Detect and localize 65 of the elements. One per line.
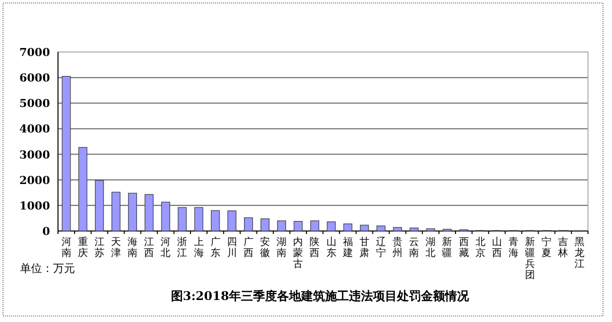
text: 单位：万元 bbox=[20, 262, 75, 275]
x-tick-label: 海南 bbox=[128, 236, 138, 259]
bar bbox=[310, 220, 320, 232]
x-tick-label: 四川 bbox=[226, 237, 237, 259]
x-tick-label: 黑龙江 bbox=[574, 237, 585, 270]
x-tick-label: 河北 bbox=[160, 236, 171, 259]
x-tick-label: 山东 bbox=[326, 236, 336, 259]
x-tick-label: 天津 bbox=[110, 237, 121, 259]
bar bbox=[277, 220, 286, 232]
x-tick-label: 江西 bbox=[144, 236, 154, 259]
text: 图3:2018年三季度各地建筑施工违法项目处罚金额情况 bbox=[170, 289, 470, 303]
x-tick-label: 新疆 bbox=[442, 236, 452, 259]
bar bbox=[178, 207, 187, 232]
bar bbox=[144, 194, 154, 232]
x-tick-label: 湖北 bbox=[426, 236, 436, 259]
bar bbox=[94, 180, 104, 232]
bar bbox=[112, 192, 120, 232]
bar bbox=[128, 192, 137, 232]
bar bbox=[294, 220, 303, 232]
bar bbox=[62, 76, 71, 232]
x-tick-label: 上海 bbox=[194, 236, 204, 259]
bar bbox=[426, 228, 436, 232]
x-tick-label: 河南 bbox=[61, 236, 72, 259]
bar bbox=[244, 217, 253, 232]
y-tick-label: 0 bbox=[42, 225, 50, 238]
x-tick-label: 辽宁 bbox=[376, 236, 386, 259]
bar bbox=[326, 221, 336, 232]
y-tick-label: 6000 bbox=[19, 72, 50, 85]
y-tick-label: 5000 bbox=[19, 97, 50, 110]
y-tick-label: 4000 bbox=[19, 122, 50, 136]
x-tick-label: 湖南 bbox=[276, 236, 287, 259]
x-tick-label: 广东 bbox=[210, 236, 220, 259]
x-tick-label: 北京 bbox=[475, 236, 486, 259]
x-tick-label: 贵州 bbox=[392, 236, 403, 259]
x-tick-label: 山西 bbox=[492, 236, 502, 259]
bar bbox=[343, 224, 352, 232]
x-tick-label: 内蒙古 bbox=[293, 236, 304, 270]
x-tick-label: 陕西 bbox=[310, 236, 320, 259]
bar bbox=[410, 228, 419, 232]
x-tick-label: 江苏 bbox=[94, 236, 104, 259]
y-tick-label: 1000 bbox=[19, 199, 50, 212]
bar bbox=[360, 224, 369, 232]
bar bbox=[161, 202, 170, 232]
bar bbox=[393, 227, 402, 232]
x-tick-label: 新疆兵团 bbox=[525, 236, 536, 281]
bar bbox=[78, 147, 88, 232]
y-tick-label: 2000 bbox=[19, 174, 50, 187]
y-tick-label: 7000 bbox=[19, 46, 50, 59]
bar bbox=[227, 210, 236, 232]
x-tick-label: 广西 bbox=[243, 236, 254, 259]
x-tick-label: 重庆 bbox=[78, 236, 88, 259]
x-tick-label: 甘肃 bbox=[359, 236, 370, 259]
x-tick-label: 安徽 bbox=[260, 236, 270, 259]
x-tick-label: 福建 bbox=[342, 236, 353, 259]
x-tick-label: 云南 bbox=[409, 237, 420, 259]
x-tick-label: 西藏 bbox=[458, 237, 469, 259]
bar bbox=[260, 218, 270, 232]
x-tick-label: 吉林 bbox=[557, 236, 568, 259]
x-tick-label: 青海 bbox=[508, 236, 518, 259]
bar bbox=[210, 210, 220, 232]
bar bbox=[194, 207, 204, 232]
x-tick-label: 宁夏 bbox=[542, 236, 552, 259]
bar bbox=[376, 226, 386, 232]
y-tick-label: 3000 bbox=[19, 148, 50, 162]
x-tick-label: 浙江 bbox=[177, 236, 188, 259]
